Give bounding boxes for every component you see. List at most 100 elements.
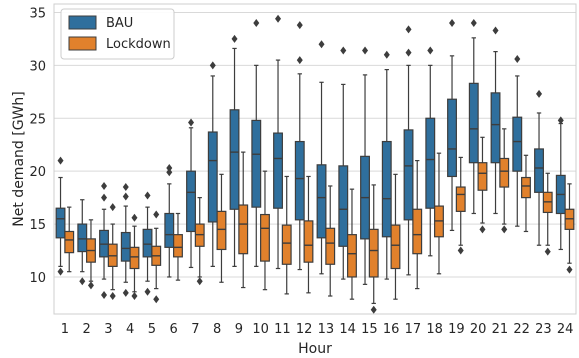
legend: BAU Lockdown [60,8,175,60]
y-tick-labels: 10 15 20 25 30 35 [29,6,46,286]
iqr-box [260,213,270,262]
x-tick-label: 23 [535,322,552,337]
iqr-box [281,224,292,265]
box-lockdown-hour-17 [412,159,423,290]
x-tick-label: 14 [339,322,356,337]
outlier-point [153,210,160,219]
box-bau-hour-23 [534,89,544,246]
box-lockdown-hour-14 [347,188,357,300]
box-lockdown-hour-8 [216,173,227,283]
iqr-box [238,204,249,255]
outlier-point [457,246,464,255]
outlier-point [557,116,564,125]
outlier-point [231,34,238,43]
iqr-box [316,164,327,239]
box-bau-hour-21 [490,26,501,215]
iqr-box [120,231,131,262]
x-tick-label: 2 [82,322,90,337]
iqr-box [468,82,479,164]
iqr-box [368,228,379,278]
iqr-box [303,220,314,263]
box-bau-hour-15 [360,46,370,285]
box-lockdown-hour-20 [477,136,488,234]
x-tick-label: 21 [492,322,509,337]
iqr-box [381,140,392,238]
y-tick-label: 10 [29,271,46,286]
box-lockdown-hour-21 [499,128,510,234]
outlier-point [109,203,116,212]
outlier-point [405,25,412,34]
x-tick-label: 1 [61,322,69,337]
outlier-point [166,163,173,172]
x-tick-label: 15 [361,322,378,337]
box-bau-hour-13 [316,40,327,275]
outlier-point [153,295,160,304]
x-tick-label: 8 [213,322,221,337]
outlier-point [196,277,203,286]
outlier-point [501,225,508,234]
iqr-box [499,157,510,188]
iqr-box [142,228,153,258]
outlier-point [566,265,573,274]
legend-swatch-lockdown [68,36,97,51]
x-tick-label: 4 [126,322,134,337]
box-bau-hour-4 [120,183,131,297]
iqr-box [186,170,196,233]
box-lockdown-hour-11 [281,175,292,295]
outlier-point [79,277,86,286]
legend-label-bau: BAU [106,16,133,31]
x-tick-label: 20 [470,322,487,337]
iqr-box [412,208,423,255]
outlier-point [492,26,499,35]
iqr-box [207,131,218,223]
iqr-box [216,210,227,251]
y-tick-label: 25 [29,112,46,127]
x-tick-label: 3 [104,322,112,337]
iqr-box [325,227,336,265]
box-bau-hour-18 [425,46,436,257]
x-tick-label: 16 [383,322,400,337]
outlier-point [383,50,390,59]
box-lockdown-hour-9 [238,151,249,289]
box-lockdown-hour-6 [173,212,183,281]
iqr-box [164,212,175,248]
box-bau-hour-10 [251,19,262,267]
outlier-point [122,192,129,201]
box-lockdown-hour-16 [390,173,401,300]
iqr-box [425,117,436,209]
outlier-point [449,19,456,28]
x-tick-label: 9 [235,322,243,337]
box-lockdown-hour-10 [260,170,270,291]
iqr-box [129,246,140,270]
outlier-point [209,61,216,70]
x-tick-label: 18 [426,322,443,337]
outlier-point [544,247,551,256]
series-bau [55,14,566,299]
outlier-point [479,225,486,234]
outlier-point [144,191,151,200]
y-axis-label: Net demand [GWh] [11,91,27,226]
outlier-point [101,290,108,299]
outlier-point [427,46,434,55]
iqr-box [294,140,305,221]
box-bau-hour-12 [294,21,305,271]
outlier-point [470,19,477,28]
x-tick-label: 24 [557,322,574,337]
box-bau-hour-24 [555,116,566,251]
x-tick-label: 7 [191,322,199,337]
box-series [55,14,575,314]
box-lockdown-hour-3 [107,203,118,301]
outlier-point [109,292,116,301]
outlier-point [57,156,64,165]
outlier-point [122,288,129,297]
box-lockdown-hour-18 [434,152,444,275]
outlier-point [340,46,347,55]
x-tick-labels: 1 2 3 4 5 6 7 8 9 10 11 12 13 14 15 16 17 18 19 20 21 22 23 24 [61,322,574,337]
iqr-box [273,132,283,209]
box-lockdown-hour-24 [564,183,575,274]
box-lockdown-hour-12 [303,175,314,294]
x-tick-label: 17 [405,322,422,337]
x-tick-label: 19 [448,322,465,337]
series-lockdown [64,128,575,314]
